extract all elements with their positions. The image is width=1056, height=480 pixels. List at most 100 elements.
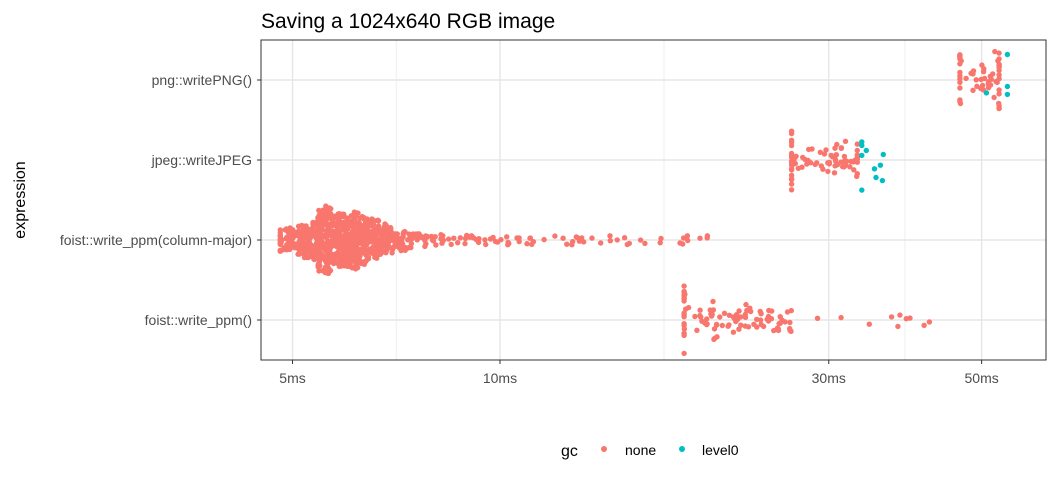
data-point-none	[424, 234, 431, 240]
data-point-none	[347, 231, 353, 238]
data-point-none	[355, 220, 361, 226]
data-point-none	[375, 217, 381, 223]
data-point-none	[439, 240, 445, 246]
data-point-none	[787, 319, 793, 326]
data-point-none	[970, 87, 976, 94]
data-point-none	[782, 319, 788, 325]
data-point-none	[775, 327, 782, 334]
data-point-none	[290, 229, 296, 236]
data-point-none	[642, 240, 648, 247]
data-point-none	[342, 254, 348, 260]
data-point-none	[681, 312, 687, 318]
data-point-none	[795, 165, 801, 171]
data-point-none	[973, 77, 979, 83]
data-point-none	[832, 163, 838, 169]
data-point-none	[742, 314, 749, 320]
data-point-none	[757, 317, 764, 323]
data-point-none	[505, 242, 511, 248]
data-point-none	[377, 251, 383, 257]
data-point-none	[285, 236, 291, 243]
data-point-none	[332, 251, 339, 257]
data-point-none	[854, 141, 860, 147]
data-point-none	[838, 159, 844, 165]
data-point-none	[295, 228, 301, 235]
data-point-level0	[879, 177, 886, 184]
data-point-none	[327, 245, 334, 251]
data-point-none	[974, 83, 980, 90]
data-point-level0	[859, 187, 865, 193]
data-point-none	[336, 221, 343, 227]
data-point-none	[852, 157, 858, 163]
data-points	[277, 48, 1011, 357]
data-point-none	[957, 69, 963, 76]
data-point-none	[346, 220, 352, 227]
data-point-none	[302, 246, 308, 252]
data-point-none	[826, 159, 833, 166]
data-point-none	[376, 239, 383, 245]
data-point-none	[788, 142, 795, 149]
data-point-none	[337, 242, 343, 248]
data-point-none	[341, 219, 347, 225]
data-point-none	[788, 176, 795, 182]
data-point-none	[516, 235, 522, 241]
data-point-none	[681, 295, 687, 302]
data-point-none	[393, 235, 399, 241]
data-point-none	[681, 321, 687, 327]
data-point-none	[996, 56, 1002, 62]
data-point-none	[957, 85, 963, 91]
data-point-level0	[859, 142, 865, 149]
data-point-level0	[1004, 51, 1011, 58]
data-point-level0	[880, 151, 886, 158]
data-point-none	[834, 141, 840, 148]
data-point-none	[764, 316, 770, 322]
data-point-none	[598, 240, 604, 246]
data-point-none	[365, 256, 372, 262]
data-point-none	[361, 245, 368, 251]
data-point-none	[730, 329, 737, 335]
data-point-none	[573, 234, 579, 240]
x-tick-label: 5ms	[279, 370, 305, 386]
data-point-none	[996, 91, 1002, 97]
data-point-none	[323, 220, 329, 226]
data-point-none	[297, 235, 303, 241]
data-point-none	[996, 103, 1002, 109]
data-point-none	[685, 304, 692, 311]
data-point-none	[388, 225, 394, 232]
data-point-none	[289, 242, 295, 248]
data-point-none	[744, 307, 750, 314]
data-point-none	[697, 235, 703, 241]
data-point-none	[282, 227, 288, 233]
data-point-none	[607, 238, 613, 244]
data-point-none	[470, 235, 477, 241]
legend: gc none level0	[561, 442, 739, 460]
data-point-none	[333, 230, 340, 237]
data-point-none	[736, 308, 742, 314]
data-point-none	[342, 261, 349, 267]
data-point-none	[980, 69, 987, 75]
data-point-none	[433, 242, 439, 248]
data-point-none	[349, 246, 355, 253]
data-point-none	[793, 153, 799, 159]
data-point-none	[991, 94, 997, 101]
data-point-none	[614, 237, 620, 243]
y-axis-title: expression	[12, 161, 29, 238]
data-point-none	[996, 87, 1002, 93]
data-point-none	[758, 311, 764, 317]
data-point-none	[277, 248, 283, 254]
data-point-none	[367, 236, 374, 242]
data-point-none	[681, 332, 687, 339]
data-point-none	[788, 166, 795, 172]
data-point-none	[985, 78, 992, 85]
data-point-none	[438, 232, 444, 238]
data-point-none	[681, 288, 687, 295]
data-point-level0	[1004, 83, 1011, 90]
data-point-none	[697, 307, 703, 313]
data-point-none	[711, 326, 718, 332]
data-point-none	[325, 211, 331, 217]
data-point-none	[287, 246, 293, 253]
y-tick-label: png::writePNG()	[152, 72, 252, 88]
data-point-none	[821, 151, 828, 157]
data-point-none	[324, 249, 331, 255]
data-point-none	[306, 226, 312, 233]
data-point-none	[333, 221, 339, 227]
